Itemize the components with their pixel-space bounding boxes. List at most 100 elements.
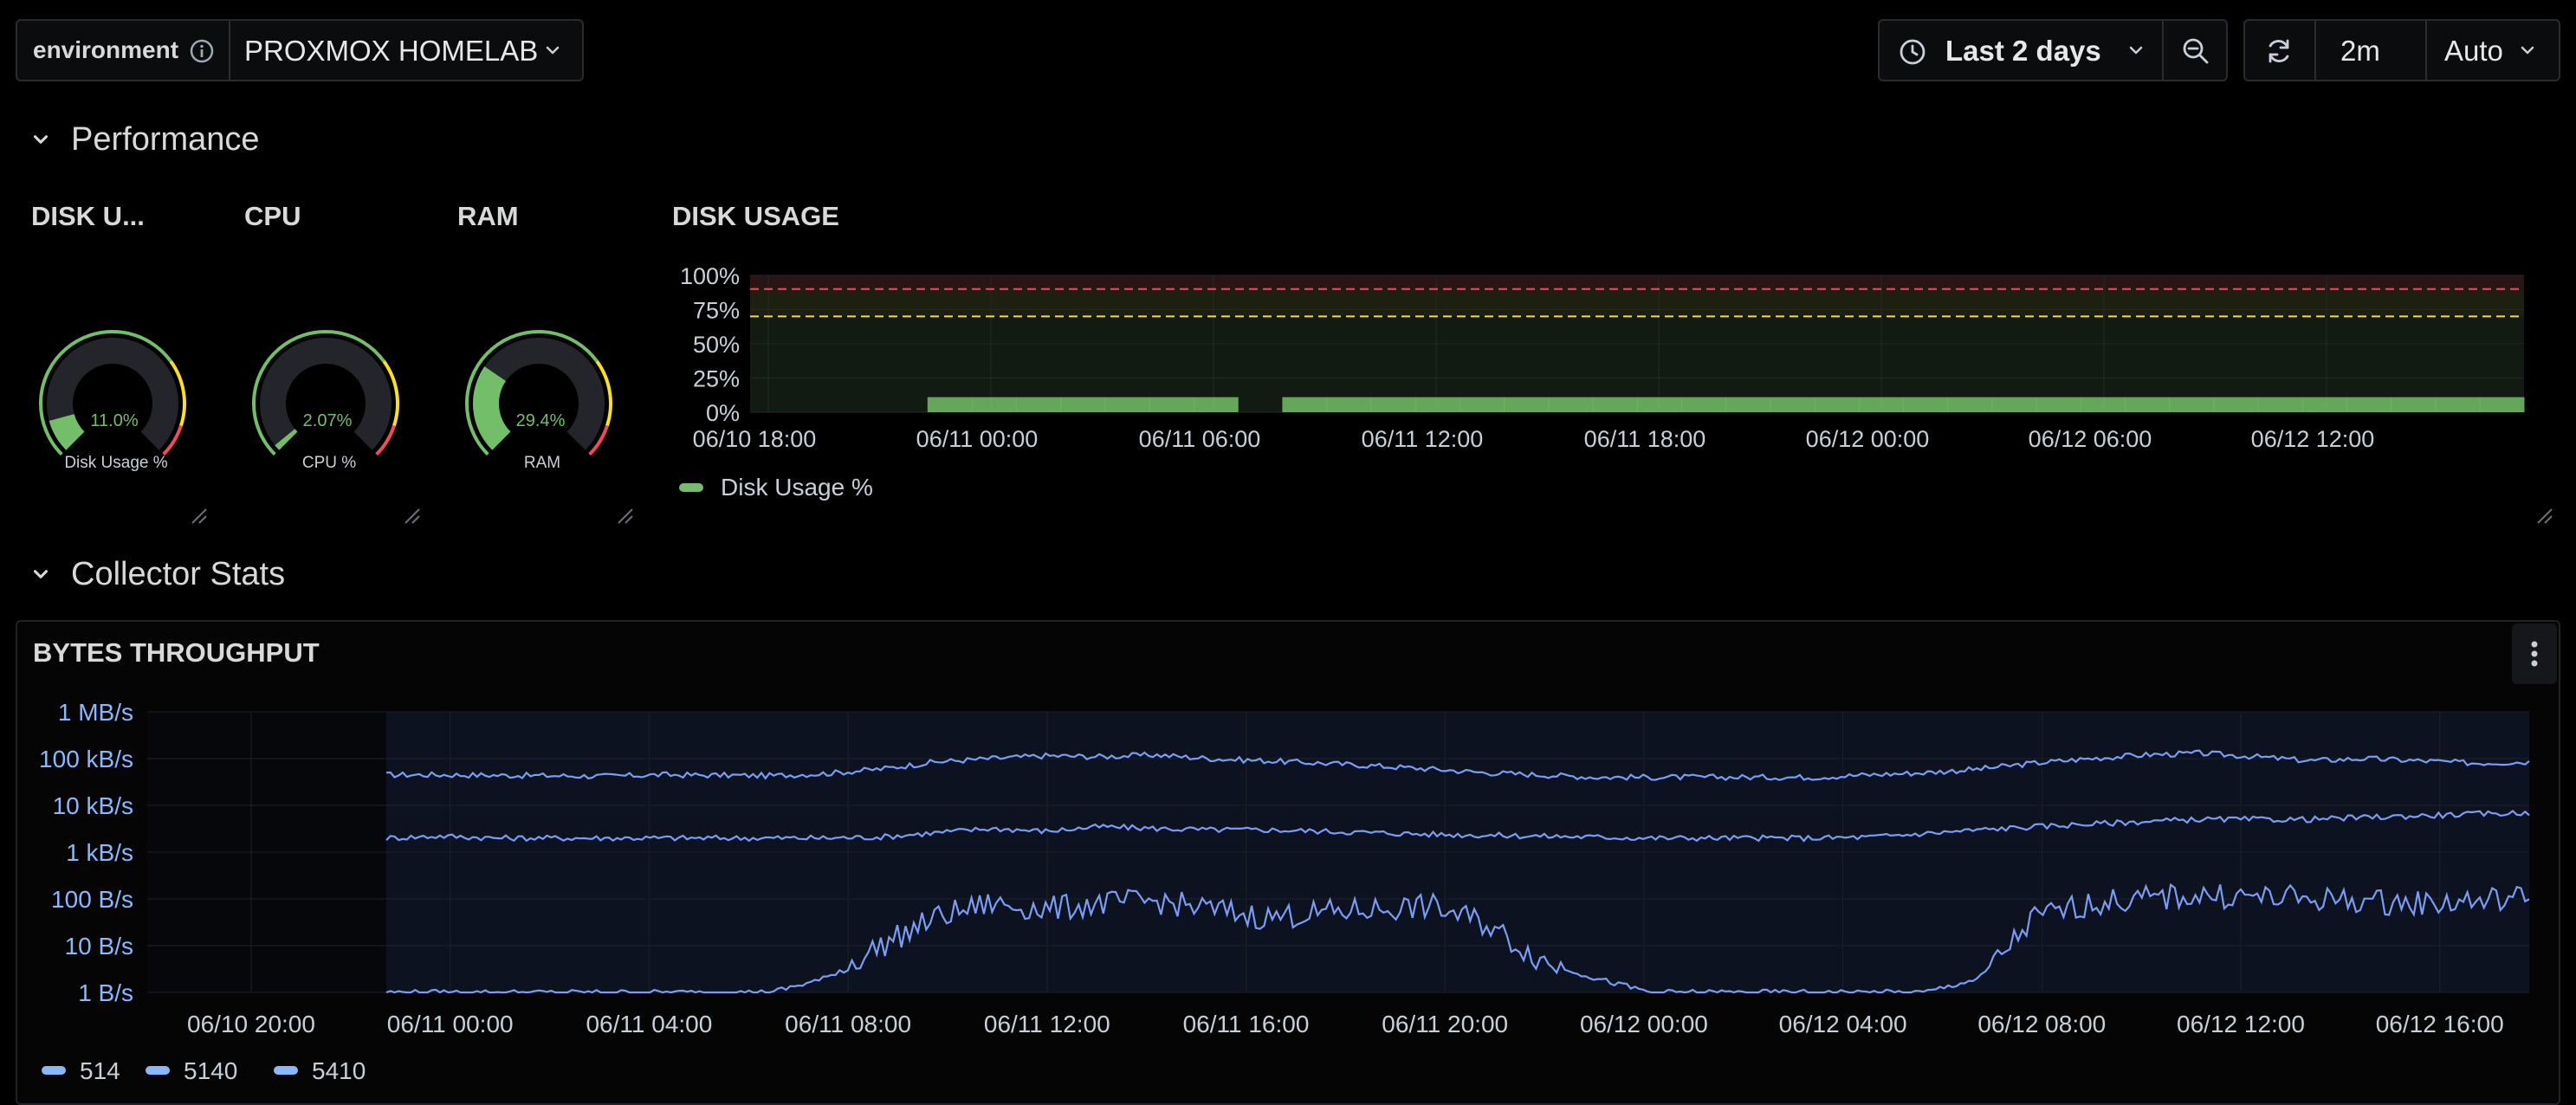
gauge-label: Disk Usage % <box>64 454 167 472</box>
collector-stats-row-header[interactable]: Collector Stats <box>26 552 372 596</box>
gauge-label: RAM <box>524 454 560 472</box>
refresh-button[interactable] <box>2245 21 2314 80</box>
disk-usage-bar <box>2435 397 2481 412</box>
gauge-threshold-green <box>252 330 385 456</box>
x-tick-label: 06/12 04:00 <box>1779 1011 1907 1037</box>
panel-title: DISK USAGE <box>672 201 839 231</box>
gauge-threshold-yellow <box>169 360 186 427</box>
legend-swatch <box>42 1066 66 1075</box>
disk-usage-bar <box>1460 397 1505 412</box>
resize-handle-icon[interactable] <box>615 506 634 529</box>
time-range-button[interactable]: Last 2 days <box>1880 21 2162 80</box>
disk-usage-bar <box>1415 397 1460 412</box>
environment-select[interactable]: PROXMOX HOMELAB <box>230 21 582 80</box>
gauge-chart: 2.07% CPU % <box>252 330 399 472</box>
gauge-threshold-green <box>39 330 172 456</box>
disk-usage-bar <box>1016 397 1061 412</box>
performance-row-header[interactable]: Performance <box>26 118 303 161</box>
threshold-yellow-band <box>750 288 2524 317</box>
x-tick-label: 06/12 08:00 <box>1977 1011 2106 1037</box>
gauge-threshold-yellow <box>595 360 612 427</box>
x-tick-label: 06/11 16:00 <box>1183 1011 1310 1037</box>
disk-usage-bar <box>1548 397 1594 412</box>
bytes-throughput-chart: 1 MB/s 100 kB/s 10 kB/s 1 kB/s 100 B/s 10 B/s… <box>39 699 2530 1084</box>
zoom-out-button[interactable] <box>2164 21 2226 80</box>
disk-usage-chart: 100% 75% 50% 25% 0%06/10 18:00 06/11 00:00 06/… <box>679 263 2525 501</box>
row-title: Performance <box>71 121 260 158</box>
disk-usage-panel: DISK USAGE 100% 75% 50% 25% 0% 06/10 18:00 06/… <box>657 189 2562 532</box>
gauge-track <box>260 338 392 450</box>
chevron-down-icon <box>542 40 563 65</box>
refresh-icon <box>2264 36 2294 70</box>
legend-swatch <box>274 1066 298 1075</box>
y-tick-label: 100% <box>680 263 740 289</box>
refresh-mode-select[interactable]: Auto <box>2427 21 2559 80</box>
disk-usage-bar <box>1370 397 1416 412</box>
x-tick-label: 06/10 20:00 <box>187 1011 315 1037</box>
gauge-track <box>47 338 178 450</box>
gauge-value-text: 11.0% <box>90 411 138 430</box>
x-tick-label: 06/10 18:00 <box>693 426 817 452</box>
disk-usage-bar <box>2125 397 2170 412</box>
more-vertical-icon <box>2526 639 2543 673</box>
panel-title: DISK U... <box>31 201 145 231</box>
gauge-threshold-red <box>588 424 609 456</box>
zoom-out-icon <box>2181 36 2210 70</box>
y-tick-label: 100 B/s <box>51 886 133 913</box>
disk-usage-bar <box>2302 397 2347 412</box>
y-tick-label: 10 B/s <box>65 933 133 960</box>
gauge-threshold-red <box>162 424 183 456</box>
x-tick-label: 06/12 00:00 <box>1580 1011 1708 1037</box>
y-tick-label: 1 kB/s <box>66 839 133 866</box>
disk-usage-bar <box>2391 397 2437 412</box>
refresh-divider-2 <box>2425 21 2427 80</box>
y-tick-label: 10 kB/s <box>53 792 133 819</box>
disk-usage-bar <box>2346 397 2392 412</box>
x-tick-label: 06/12 16:00 <box>2376 1011 2504 1037</box>
disk-usage-bar <box>1859 397 1904 412</box>
panel-title: CPU <box>244 201 301 231</box>
chevron-down-icon <box>29 128 52 155</box>
x-tick-label: 06/11 20:00 <box>1382 1011 1508 1037</box>
disk-usage-bar <box>1681 397 1726 412</box>
resize-handle-icon[interactable] <box>402 506 421 529</box>
resize-handle-icon[interactable] <box>2534 506 2553 529</box>
y-tick-label: 75% <box>693 298 740 324</box>
x-tick-label: 06/12 00:00 <box>1806 426 1930 452</box>
gauge-chart: 29.4% RAM <box>465 330 612 472</box>
gauge-threshold-green <box>465 330 599 456</box>
legend-label: Disk Usage % <box>721 474 873 501</box>
chevron-down-icon <box>29 563 52 590</box>
legend-swatch <box>679 483 703 492</box>
disk-usage-bar <box>2169 397 2215 412</box>
disk-usage-bar <box>1104 397 1150 412</box>
gauge-panel-cpu: CPU 2.07% CPU % <box>229 189 433 532</box>
resize-handle-icon[interactable] <box>189 506 208 529</box>
x-tick-label: 06/12 06:00 <box>2029 426 2152 452</box>
panel-title: RAM <box>457 201 519 231</box>
disk-usage-bar <box>2213 397 2259 412</box>
disk-usage-bar <box>2257 397 2303 412</box>
x-tick-label: 06/11 04:00 <box>586 1011 712 1037</box>
legend-label: 5140 <box>184 1057 237 1084</box>
y-tick-label: 1 MB/s <box>58 699 133 726</box>
info-icon[interactable] <box>189 38 215 64</box>
x-tick-label: 06/11 00:00 <box>916 426 1039 452</box>
clock-icon <box>1899 38 1926 70</box>
environment-value: PROXMOX HOMELAB <box>244 35 539 67</box>
panel-title: BYTES THROUGHPUT <box>33 637 320 668</box>
disk-usage-bar <box>1060 397 1106 412</box>
y-tick-label: 0% <box>706 400 740 426</box>
refresh-mode-label: Auto <box>2444 35 2503 67</box>
gauge-value-arc <box>49 413 85 450</box>
panel-menu-button[interactable] <box>2512 624 2557 684</box>
disk-usage-bar <box>1194 397 1239 412</box>
chevron-down-icon <box>2126 40 2146 65</box>
gauge-value-text: 2.07% <box>303 411 353 430</box>
series-line-514 <box>385 749 2530 781</box>
refresh-picker: 2m Auto <box>2243 19 2560 81</box>
gauge-value-arc <box>473 366 511 450</box>
y-tick-label: 50% <box>693 332 740 358</box>
legend-label: 5410 <box>312 1057 366 1084</box>
gauge-threshold-red <box>375 424 396 456</box>
